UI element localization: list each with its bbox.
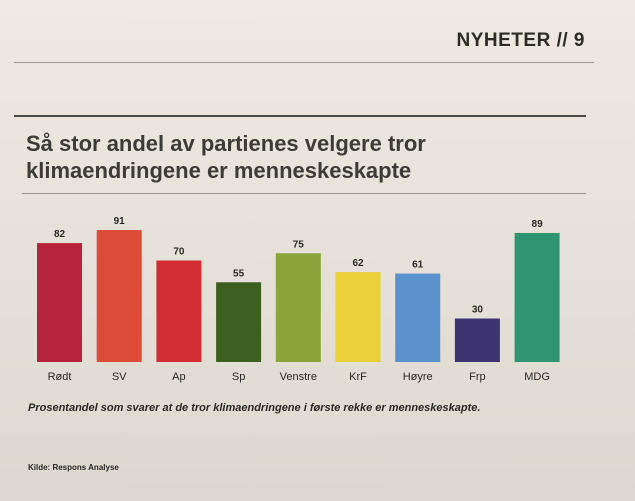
value-label: 62 bbox=[352, 258, 364, 269]
category-label: SV bbox=[112, 371, 127, 383]
section-label: NYHETER // 9 bbox=[456, 30, 585, 51]
bar-sp bbox=[216, 282, 262, 362]
chart-caption: Prosentandel som svarer at de tror klima… bbox=[28, 402, 481, 414]
category-label: Venstre bbox=[280, 371, 317, 383]
value-label: 75 bbox=[293, 239, 305, 250]
chart-title: Så stor andel av partienes velgere tror … bbox=[26, 131, 426, 183]
chart-source: Kilde: Respons Analyse bbox=[28, 463, 119, 472]
bar-høyre bbox=[395, 273, 441, 362]
bar-mdg bbox=[514, 232, 560, 362]
value-label: 30 bbox=[472, 305, 484, 316]
category-label: Rødt bbox=[48, 371, 72, 383]
bar-sv bbox=[96, 230, 142, 362]
bar-venstre bbox=[275, 253, 321, 362]
bar-frp bbox=[454, 318, 500, 362]
chart-title-rule bbox=[22, 193, 586, 194]
value-label: 61 bbox=[412, 260, 424, 271]
chart-top-rule bbox=[14, 115, 586, 117]
category-label: Ap bbox=[172, 371, 185, 383]
category-label: Høyre bbox=[403, 371, 433, 383]
category-label: Sp bbox=[232, 371, 245, 383]
value-label: 82 bbox=[54, 229, 66, 240]
header-divider bbox=[14, 62, 594, 63]
bar-rødt bbox=[37, 243, 82, 362]
bar-krf bbox=[335, 272, 381, 362]
value-label: 70 bbox=[173, 247, 185, 258]
value-label: 91 bbox=[114, 216, 126, 227]
category-label: MDG bbox=[524, 371, 550, 383]
category-label: KrF bbox=[349, 371, 367, 383]
bar-ap bbox=[156, 260, 202, 362]
value-label: 89 bbox=[532, 219, 544, 230]
category-label: Frp bbox=[469, 371, 486, 383]
value-label: 55 bbox=[233, 268, 245, 279]
